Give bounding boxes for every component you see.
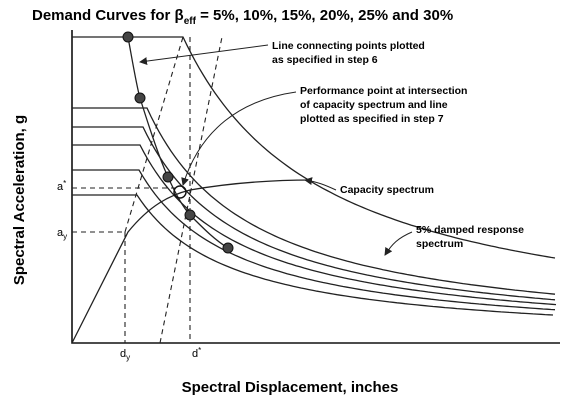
- performance-point: [173, 185, 187, 199]
- marker-base: d: [192, 348, 198, 360]
- demand-curve: [72, 107, 556, 295]
- marker-base: a: [57, 181, 64, 193]
- leader-arrow: [139, 44, 269, 66]
- point: [122, 31, 134, 43]
- annotation: 5% damped response: [416, 224, 524, 236]
- point: [134, 92, 146, 104]
- marker-label: a*: [57, 179, 66, 193]
- annotation: Capacity spectrum: [340, 184, 434, 196]
- axes: [71, 30, 560, 344]
- annotation: as specified in step 6: [272, 54, 378, 66]
- capacity-spectrum: [71, 179, 313, 344]
- leader-arrow: [181, 91, 297, 186]
- marker-label: dy: [120, 348, 130, 362]
- marker-mod: *: [63, 179, 66, 188]
- y-axis-label: Spectral Acceleration, g: [11, 115, 28, 285]
- point: [184, 209, 196, 221]
- demand-curve: [72, 169, 556, 311]
- dashed-line: [124, 36, 184, 233]
- marker-label: d*: [192, 346, 201, 360]
- marker-mod: *: [198, 346, 201, 355]
- annotation: Performance point at intersection: [300, 85, 467, 97]
- demand-curve: [72, 194, 554, 316]
- title-text: Demand Curves for β: [32, 7, 184, 24]
- point: [222, 242, 234, 254]
- annotation: of capacity spectrum and line: [300, 99, 448, 111]
- annotation: Line connecting points plotted: [272, 40, 425, 52]
- title-text: = 5%, 10%, 15%, 20%, 25% and 30%: [196, 7, 453, 24]
- marker-base: d: [120, 348, 126, 360]
- demand-curve: [72, 126, 556, 301]
- marker-mod: y: [126, 353, 130, 362]
- demand-curve: [72, 36, 556, 259]
- demand-curve: [72, 144, 557, 306]
- annotation: spectrum: [416, 238, 463, 250]
- annotation: plotted as specified in step 7: [300, 113, 444, 125]
- marker-mod: y: [63, 232, 67, 241]
- title: Demand Curves for βeff = 5%, 10%, 15%, 2…: [32, 7, 453, 27]
- leader-arrow: [304, 177, 337, 191]
- marker-base: a: [57, 227, 64, 239]
- point: [162, 171, 174, 183]
- x-axis-label: Spectral Displacement, inches: [182, 379, 399, 396]
- demand-curves: [72, 36, 557, 316]
- marker-label: ay: [57, 227, 67, 241]
- leader-arrow: [384, 231, 413, 256]
- title-subscript: eff: [184, 16, 197, 27]
